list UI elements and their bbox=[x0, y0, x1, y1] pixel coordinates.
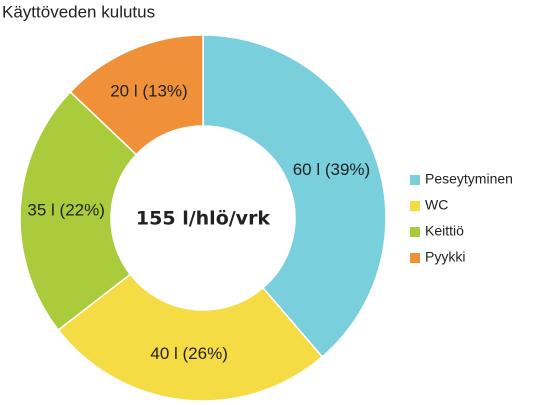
data-label: 40 l (26%) bbox=[150, 344, 227, 363]
legend-swatch bbox=[410, 175, 420, 185]
donut-slice bbox=[19, 90, 138, 332]
donut-slice bbox=[69, 34, 204, 156]
legend-swatch bbox=[410, 253, 420, 263]
legend-label: Peseytyminen bbox=[425, 171, 513, 187]
legend-label: WC bbox=[425, 197, 448, 213]
data-label: 35 l (22%) bbox=[27, 201, 104, 220]
center-label: 155 l/hlö/vrk bbox=[136, 208, 271, 230]
legend-swatch bbox=[410, 227, 420, 237]
legend-swatch bbox=[410, 201, 420, 211]
data-label: 20 l (13%) bbox=[110, 82, 187, 101]
legend-label: Keittiö bbox=[425, 223, 464, 239]
legend-label: Pyykki bbox=[425, 249, 465, 265]
data-label: 60 l (39%) bbox=[293, 160, 370, 179]
donut-slice bbox=[202, 34, 387, 358]
chart-title: Käyttöveden kulutus bbox=[2, 2, 155, 21]
donut-slice bbox=[57, 273, 324, 402]
